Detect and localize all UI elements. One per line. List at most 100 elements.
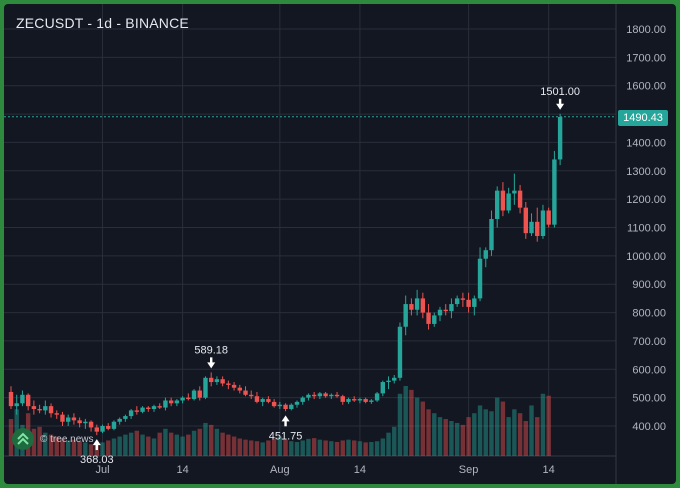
candle-body [203, 377, 208, 398]
candle [231, 382, 237, 391]
volume-bar [191, 430, 197, 456]
candle-body [237, 387, 242, 391]
volume-bar [151, 438, 157, 456]
watermark-text: © tree.news [40, 433, 94, 445]
candle-body [460, 298, 466, 300]
candle-body [357, 399, 363, 401]
candle [100, 424, 105, 434]
candle-body [414, 298, 420, 310]
candle-body [83, 421, 88, 424]
candle [106, 423, 111, 431]
volume-bar [83, 442, 88, 456]
candle [289, 403, 294, 411]
candle-body [140, 407, 145, 412]
candle-body [472, 298, 477, 307]
x-tick-label: Aug [270, 464, 290, 476]
candle [197, 386, 202, 401]
candle [209, 372, 214, 387]
marker-label: 1501.00 [540, 86, 580, 98]
candle [31, 400, 37, 415]
candle-body [37, 408, 42, 411]
arrow-stem [558, 98, 562, 105]
volume-bar [437, 417, 443, 456]
volume-bar [397, 393, 403, 456]
marker-label: 368.03 [80, 454, 114, 466]
volume-bar [311, 438, 317, 456]
candle [14, 394, 19, 415]
candle-body [300, 397, 305, 402]
candle-body [477, 258, 483, 299]
candle-body [174, 400, 180, 404]
candle [512, 173, 517, 205]
candle [88, 420, 94, 432]
candle-body [220, 379, 225, 384]
candle-body [88, 421, 94, 428]
candle-body [489, 218, 494, 251]
candle-body [66, 417, 71, 422]
candle [374, 391, 380, 402]
y-tick-label: 1600.00 [626, 81, 666, 93]
volume-bar [71, 439, 77, 456]
candle [94, 424, 99, 436]
candle-body [546, 210, 551, 225]
volume-bar [214, 428, 220, 456]
candle-body [454, 298, 460, 305]
candle [369, 399, 374, 404]
candle [437, 306, 443, 322]
volume-bar [54, 436, 59, 456]
candle [25, 393, 31, 411]
volume-bar [48, 434, 54, 456]
volume-bar [472, 413, 477, 456]
volume-bar [334, 442, 340, 456]
candle-body [8, 391, 14, 407]
volume-bar [352, 440, 357, 456]
candle [409, 298, 414, 316]
candle [500, 182, 506, 217]
candle [340, 394, 345, 405]
candle [237, 384, 242, 394]
candle-body [380, 382, 385, 394]
candle [300, 396, 305, 405]
candle-body [54, 413, 59, 415]
candle-body [323, 393, 328, 397]
candle [329, 393, 334, 400]
candlestick-chart[interactable]: 589.18 451.75 1501.00 368.03 1800.00 1700.00… [4, 4, 676, 484]
candle-body [214, 379, 220, 383]
candle [191, 389, 197, 401]
volume-bar [157, 432, 162, 456]
volume-bar [374, 441, 380, 456]
candle [506, 187, 511, 214]
x-tick-label: Sep [459, 464, 479, 476]
candle [271, 399, 277, 408]
candle [380, 380, 385, 397]
volume-bar [163, 428, 168, 456]
candle [529, 213, 534, 237]
candle [546, 207, 551, 228]
candle-body [443, 309, 448, 312]
arrow-up-icon [281, 415, 290, 422]
candle [317, 391, 323, 400]
volume-bar [414, 397, 420, 456]
candle [37, 404, 42, 414]
volume-bar [546, 395, 551, 456]
candle [151, 404, 157, 412]
candle-body [449, 304, 454, 312]
high-marker: 589.18 [194, 344, 228, 369]
volume-bar [60, 438, 65, 456]
volume-bar [483, 409, 488, 456]
volume-bar [495, 397, 500, 456]
volume-bar [506, 417, 511, 456]
candle-body [60, 414, 65, 422]
candle [174, 399, 180, 407]
candle [60, 411, 65, 426]
volume-bar [540, 393, 546, 456]
y-tick-label: 1300.00 [626, 166, 666, 178]
volume-bar [209, 424, 214, 456]
candle-body [94, 427, 99, 432]
candle [334, 391, 340, 398]
candle-body [352, 399, 357, 401]
candle [128, 408, 134, 419]
candle-body [306, 394, 311, 398]
candle [454, 295, 460, 307]
volume-bar [254, 441, 260, 456]
